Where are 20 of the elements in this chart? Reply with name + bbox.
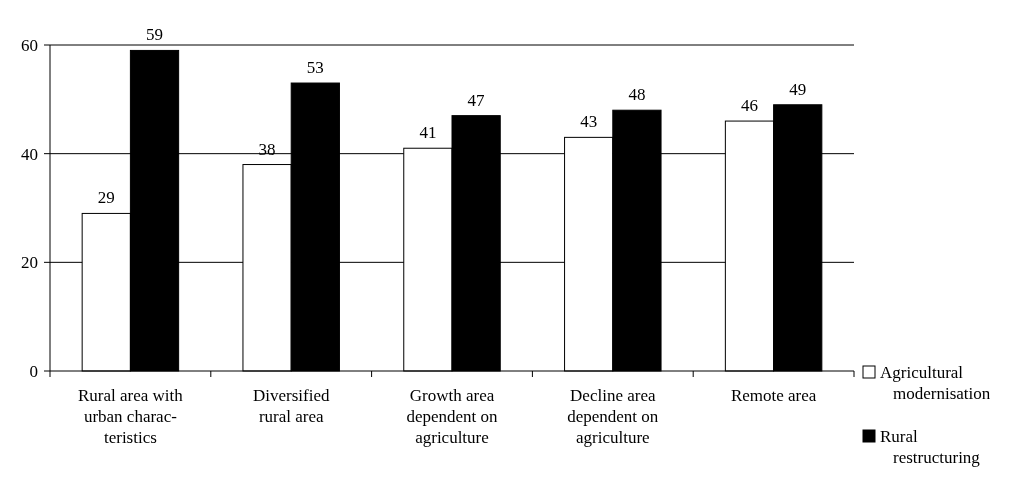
data-label: 46 [740, 96, 758, 116]
data-label: 47 [467, 90, 486, 110]
data-label: 29 [97, 188, 115, 208]
data-label: 48 [628, 85, 646, 105]
y-tick-label: 20 [21, 253, 38, 273]
x-tick-label: Decline area dependent on agriculture [567, 386, 659, 447]
x-tick-label: Rural area with urban charac- teristics [78, 386, 184, 447]
data-label: 43 [580, 112, 598, 132]
y-tick-label: 60 [21, 35, 38, 55]
x-tick-label: Remote area [730, 386, 817, 405]
data-label: 49 [789, 79, 807, 99]
y-tick-label: 40 [21, 144, 38, 164]
x-tick-label: Growth area dependent on agriculture [406, 386, 499, 447]
y-tick-label: 0 [29, 361, 38, 381]
legend-label: Agricultural modernisation [880, 363, 991, 403]
data-label: 59 [146, 25, 164, 45]
data-label: 53 [306, 58, 324, 78]
x-tick-label: Diversified rural area [252, 386, 330, 426]
legend-label: Rural restructuring [880, 427, 981, 467]
data-label: 41 [419, 123, 437, 143]
